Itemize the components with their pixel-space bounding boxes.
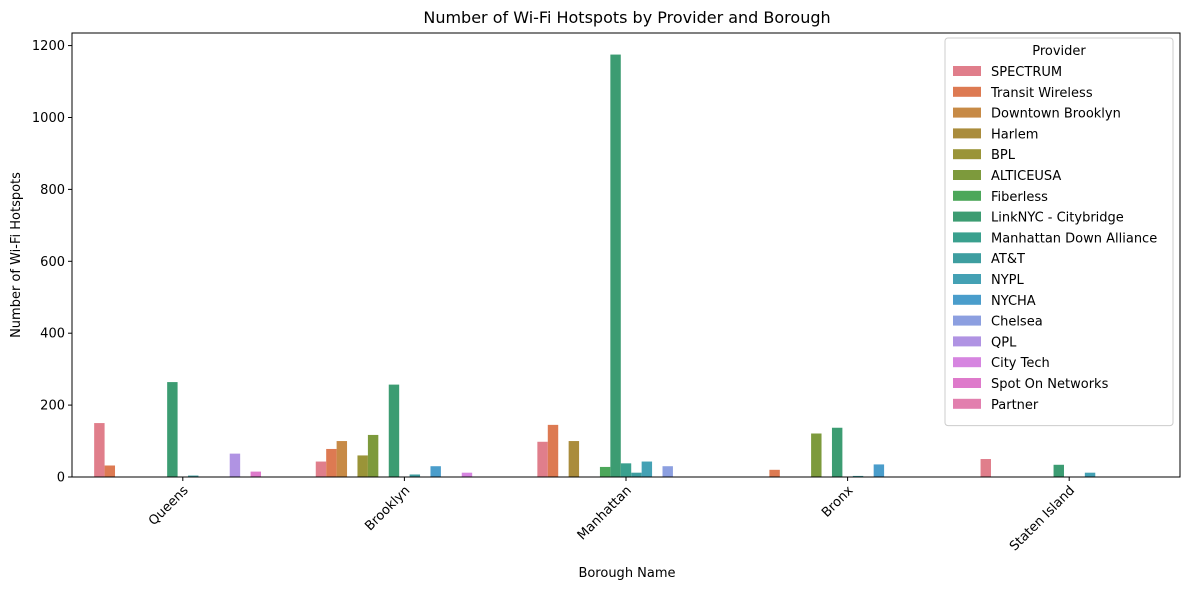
y-tick-label: 600 [40,255,65,270]
y-tick-label: 1000 [32,111,65,126]
bar [167,382,178,477]
legend-swatch [953,86,981,97]
y-tick-label: 400 [40,327,65,342]
bar [811,433,822,477]
x-tick-label: Staten Island [1007,483,1078,554]
legend-title: Provider [1032,44,1086,59]
y-axis: 0 200 400 600 800 1000 1200 [32,39,72,486]
bar [94,423,105,477]
bar [831,427,843,477]
legend-swatch [953,190,981,201]
bar [1053,464,1064,477]
x-axis: Queens Brooklyn Manhattan Bronx Staten Islan… [146,477,1078,554]
bar [250,471,262,477]
bar [641,461,653,477]
legend-label: Chelsea [991,315,1043,330]
legend-label: Downtown Brooklyn [991,107,1121,122]
legend-swatch [953,66,981,76]
bar [461,472,473,477]
legend-label: Manhattan Down Alliance [991,231,1157,246]
legend-label: Transit Wireless [990,86,1093,101]
legend-label: Partner [991,398,1039,413]
bar [357,455,368,477]
x-tick-label: Brooklyn [362,483,413,534]
bar [610,54,621,477]
chart-title: Number of Wi-Fi Hotspots by Provider and… [423,8,830,27]
bar [1084,472,1096,477]
legend-swatch [953,253,981,264]
bar [537,441,548,477]
legend-label: NYPL [991,273,1025,288]
legend-label: NYCHA [991,294,1036,309]
y-tick-label: 0 [57,471,65,486]
bar [326,448,337,477]
legend-swatch [953,315,981,326]
bar [367,434,379,477]
bar [547,424,559,477]
legend-swatch [953,149,981,160]
legend: Provider SPECTRUM Transit Wireless Downtown… [944,37,1174,427]
legend-label: AT&T [991,252,1025,267]
y-tick-label: 200 [40,399,65,414]
legend-label: BPL [991,148,1016,163]
legend-swatch [953,211,981,222]
x-tick-label: Manhattan [575,483,635,543]
bar [873,464,885,477]
legend-label: Harlem [991,127,1038,142]
x-tick-label: Bronx [819,483,857,521]
legend-box [944,37,1174,427]
legend-swatch [953,357,981,368]
legend-swatch [953,294,981,305]
bar [662,466,673,477]
legend-label: ALTICEUSA [991,169,1061,184]
legend-label: SPECTRUM [991,65,1062,80]
bar [388,384,400,477]
x-tick-label: Queens [146,483,192,529]
bar [104,465,116,477]
bar [769,469,780,477]
y-tick-label: 1200 [32,39,65,54]
y-tick-label: 800 [40,183,65,198]
legend-swatch [953,336,981,347]
legend-swatch [953,274,981,284]
y-axis-label: Number of Wi-Fi Hotspots [9,172,24,338]
bar [980,459,991,477]
bar [599,466,611,477]
legend-label: Spot On Networks [991,377,1109,392]
legend-swatch [953,170,981,180]
bar [852,475,864,477]
legend-swatch [953,232,981,243]
bar [409,474,421,477]
legend-label: City Tech [991,356,1050,371]
bar [620,463,632,477]
legend-label: Fiberless [991,190,1048,205]
legend-swatch [953,107,981,118]
bar [568,441,580,477]
bar [336,441,348,477]
legend-label: LinkNYC - Citybridge [991,211,1124,226]
legend-swatch [953,128,981,139]
bar [188,475,199,477]
x-axis-label: Borough Name [578,566,675,581]
bar [229,453,241,477]
bar [315,461,327,477]
legend-label: QPL [991,335,1017,350]
legend-swatch [953,378,981,388]
bar [430,466,441,477]
bar [631,472,642,477]
bars-layer [94,54,1096,477]
legend-swatch [953,398,981,409]
